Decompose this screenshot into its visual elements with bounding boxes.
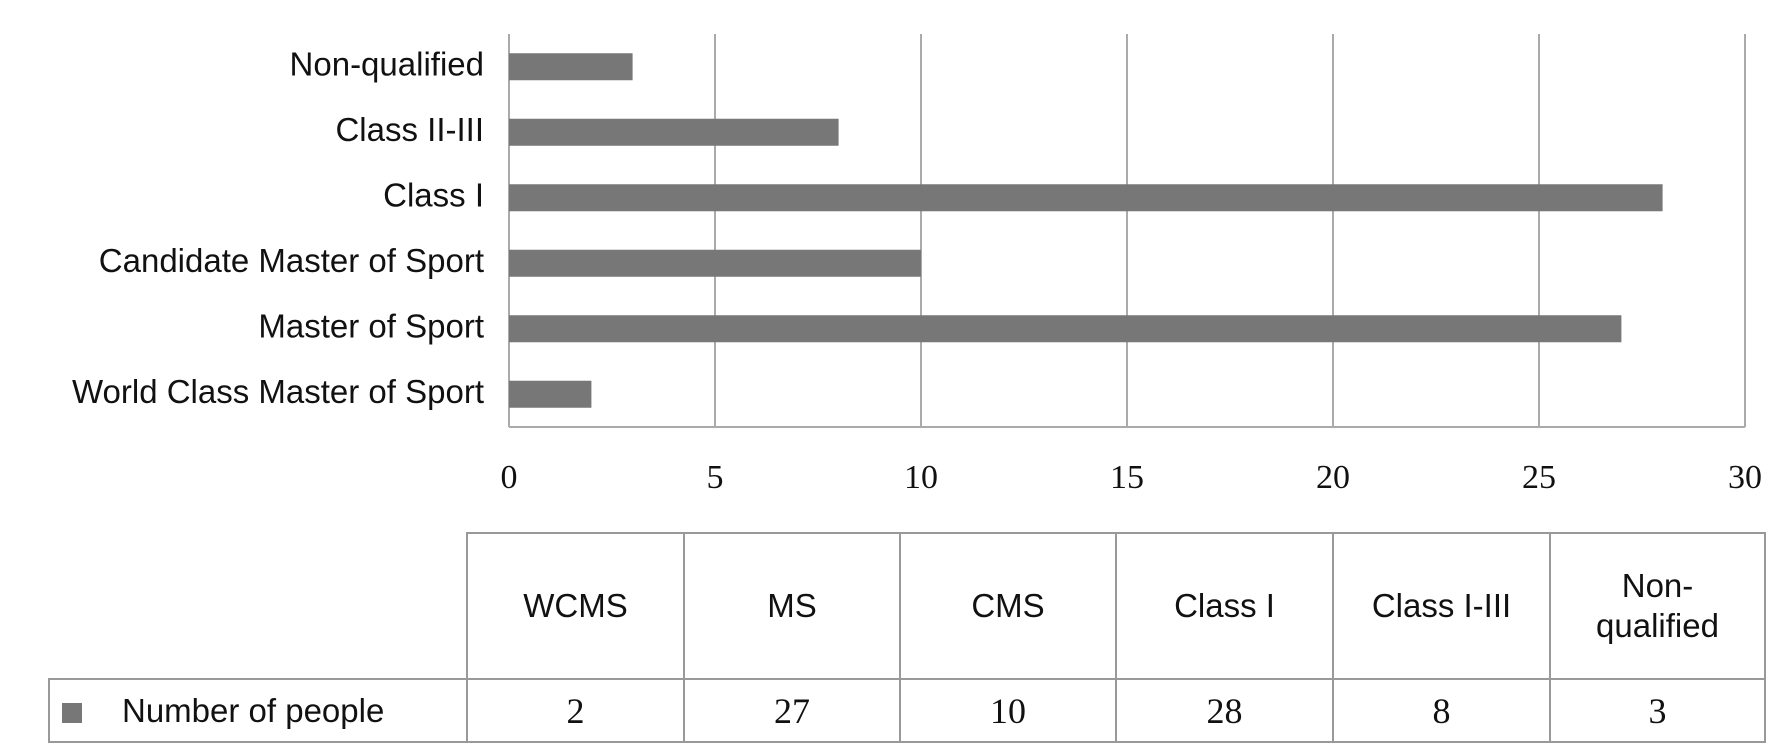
- y-tick-label: World Class Master of Sport: [72, 373, 484, 410]
- table-value-cell: 27: [683, 678, 901, 743]
- x-tick-label: 15: [1110, 459, 1144, 496]
- table-header-cell: WCMS: [466, 532, 685, 680]
- table-header-cell-text: Non-qualified: [1596, 567, 1719, 644]
- table-header-cell-text: MS: [767, 587, 817, 624]
- y-tick-label: Class I: [383, 176, 484, 213]
- table-value-cell: 3: [1549, 678, 1766, 743]
- table-header-cell: Non-qualified: [1549, 532, 1766, 680]
- y-tick-label: Candidate Master of Sport: [99, 242, 484, 279]
- bar: [509, 53, 633, 81]
- table-value-cell-text: 3: [1648, 690, 1667, 731]
- bar: [509, 118, 839, 146]
- table-header-row: WCMS MS CMS Class I Class I-III Non-qualified: [49, 532, 1766, 680]
- table-header-cell: Class I-III: [1332, 532, 1551, 680]
- table-value-cell-text: 10: [990, 690, 1026, 731]
- x-tick-label: 5: [707, 459, 724, 496]
- table-header-cell-text: Class I-III: [1371, 587, 1512, 624]
- table-header-cell-text: Class I: [1174, 587, 1275, 624]
- legend-cell: Number of people: [48, 678, 468, 743]
- table-value-cell: 2: [466, 678, 685, 743]
- bar: [509, 315, 1622, 343]
- chart: 0 5 10 15 20 25 30 World Class Master of Sport M…: [72, 34, 1762, 496]
- bar: [509, 380, 592, 408]
- table-value-cell: 8: [1332, 678, 1551, 743]
- y-tick-label: Master of Sport: [258, 307, 484, 344]
- x-tick-label: 30: [1728, 459, 1762, 496]
- table-header-cell: Class I: [1115, 532, 1334, 680]
- table-value-cell-text: 28: [1206, 690, 1243, 731]
- y-tick-label: Non-qualified: [290, 45, 484, 82]
- x-tick-label: 10: [904, 459, 938, 496]
- legend-label: Number of people: [122, 691, 385, 729]
- table-header-cell: MS: [683, 532, 901, 680]
- table-value-cell-text: 2: [566, 690, 585, 731]
- table-value-row: Number of people 2 27 10 28 8 3: [48, 678, 1766, 743]
- y-tick-label: Class II-III: [335, 111, 484, 148]
- x-tick-label: 0: [501, 459, 518, 496]
- bar: [509, 249, 921, 277]
- x-tick-label: 20: [1316, 459, 1350, 496]
- x-tick-label: 25: [1522, 459, 1556, 496]
- data-table: WCMS MS CMS Class I Class I-III Non-qualified…: [48, 532, 1766, 743]
- bar: [509, 184, 1663, 212]
- table-value-cell-text: 27: [774, 690, 810, 731]
- legend-swatch: [62, 702, 82, 723]
- blank-cell: [49, 533, 468, 680]
- table-header-cell-text: CMS: [971, 587, 1045, 624]
- table-header-cell: CMS: [899, 532, 1117, 680]
- table-header-cell-text: WCMS: [523, 587, 628, 624]
- table-value-cell: 10: [899, 678, 1117, 743]
- table-value-cell: 28: [1115, 678, 1334, 743]
- table-value-cell-text: 8: [1432, 690, 1451, 731]
